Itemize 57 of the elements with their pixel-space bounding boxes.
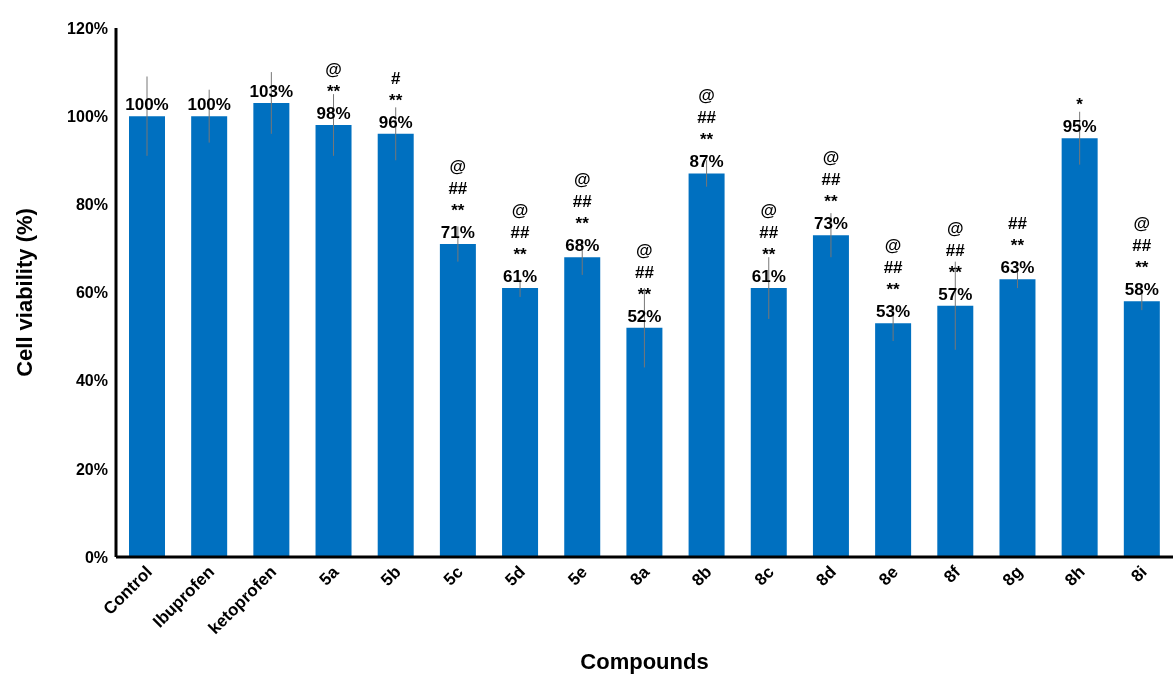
y-tick-label: 20% [75, 460, 108, 478]
data-label: @ ## ** 58% [1124, 214, 1159, 300]
data-label: @ ## ** 53% [876, 236, 911, 322]
bar [812, 235, 849, 557]
x-tick-label: 8e [875, 562, 903, 590]
y-tick-label: 80% [75, 196, 108, 214]
x-tick-label: 5e [564, 562, 592, 590]
bar [253, 102, 290, 557]
data-label: @ ## ** 61% [751, 201, 786, 287]
data-label: # ** 96% [378, 68, 413, 132]
x-tick-label: 8g [998, 562, 1027, 590]
bar [999, 279, 1036, 557]
data-label: @ ## ** 68% [565, 170, 600, 256]
bar [750, 288, 787, 557]
x-tick-label: 5b [377, 562, 405, 590]
x-tick-label: 8f [940, 562, 965, 587]
data-label: 100% [187, 95, 231, 115]
x-axis-title: Compounds [580, 649, 709, 674]
bar [626, 327, 663, 557]
data-label: @ ## ** 57% [938, 218, 973, 304]
y-tick-label: 100% [67, 107, 108, 125]
y-tick-label: 120% [67, 19, 108, 37]
data-label: 100% [125, 95, 169, 115]
bar [315, 124, 352, 557]
data-label: @ ** 98% [316, 59, 351, 123]
bar [191, 116, 228, 557]
bar [875, 323, 912, 557]
x-tick-label: 5c [439, 562, 467, 590]
bar [129, 116, 165, 557]
y-tick-label: 60% [75, 284, 108, 302]
bar [564, 257, 601, 557]
bar [937, 305, 974, 557]
y-tick-label: 40% [75, 372, 108, 390]
bar [1061, 138, 1098, 557]
bar [439, 244, 476, 557]
bar [1123, 301, 1160, 557]
data-label: @ ## ** 87% [689, 86, 724, 172]
x-tick-label: 8c [750, 562, 778, 590]
bar [688, 173, 725, 557]
x-tick-label: 8d [812, 562, 840, 590]
data-label: ## ** 63% [1000, 214, 1035, 278]
data-label: @ ## ** 71% [440, 157, 475, 243]
data-label: @ ## ** 52% [627, 240, 662, 326]
y-axis-title: Cell viability (%) [11, 208, 37, 377]
data-label: 103% [249, 81, 294, 101]
data-label: * 95% [1062, 95, 1097, 137]
x-tick-label: 5d [501, 562, 529, 590]
bar [377, 133, 414, 557]
data-label: @ ## ** 61% [503, 201, 538, 287]
x-tick-label: 5a [315, 562, 343, 590]
y-tick-label: 0% [84, 548, 108, 566]
x-tick-label: 8i [1127, 562, 1151, 586]
data-label: @ ## ** 73% [813, 148, 848, 234]
x-tick-label: 8a [626, 562, 654, 590]
bar [502, 288, 539, 557]
x-tick-label: 8b [688, 562, 716, 590]
x-tick-label: 8h [1061, 562, 1089, 590]
